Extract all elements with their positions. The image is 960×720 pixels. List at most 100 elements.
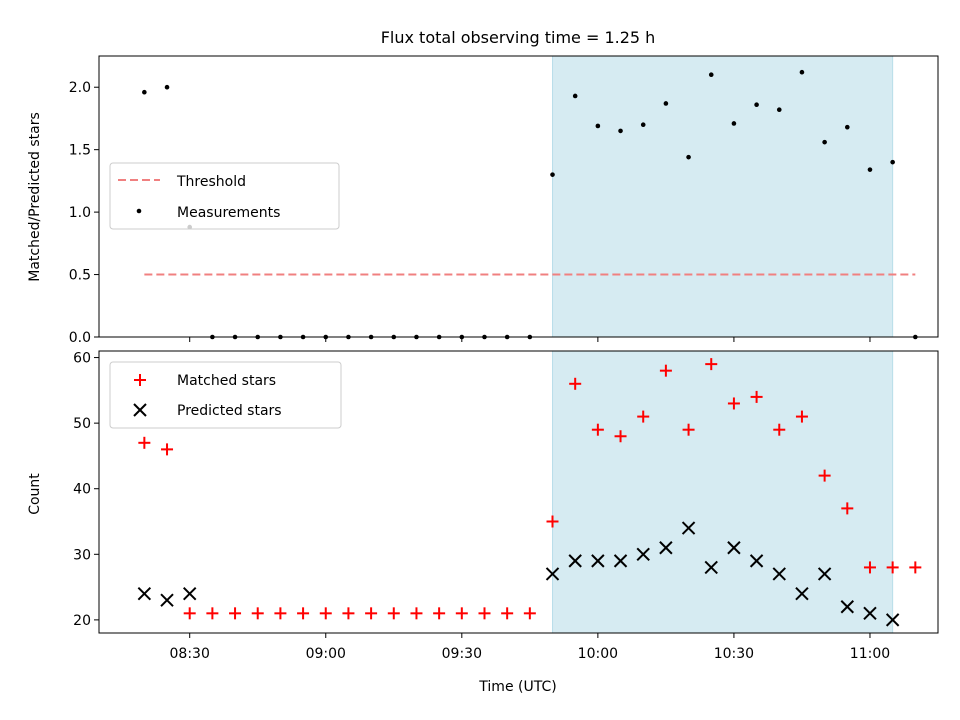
matched-point <box>319 607 332 620</box>
matched-point <box>433 607 446 620</box>
top-panel: 0.00.51.01.52.0 Matched/Predicted stars … <box>27 55 939 346</box>
matched-point <box>705 358 718 371</box>
matched-point <box>342 607 355 620</box>
matched-point <box>206 607 219 620</box>
measurement-point <box>595 123 601 129</box>
bottom-y-tick-label: 30 <box>73 547 91 563</box>
bottom-legend: Matched stars Predicted stars <box>109 361 342 429</box>
x-tick-label: 11:00 <box>850 646 890 662</box>
matched-point <box>229 607 242 620</box>
matched-points <box>138 358 922 620</box>
matched-point <box>591 423 604 436</box>
measurement-point <box>867 167 873 172</box>
bottom-y-tick-label: 40 <box>73 482 91 498</box>
predicted-legend-swatch <box>133 403 147 417</box>
measurement-point <box>731 121 737 126</box>
bottom-x-axis: 08:30 09:00 09:30 10:00 10:30 11:00 <box>170 633 890 662</box>
predicted-point <box>749 554 764 568</box>
predicted-point <box>160 593 174 607</box>
matched-point <box>161 443 174 456</box>
measurement-point <box>550 172 555 177</box>
matched-point <box>841 502 854 515</box>
predicted-point <box>840 600 855 614</box>
matched-point <box>251 607 264 620</box>
matched-point <box>659 364 672 377</box>
measurement-point <box>164 84 170 90</box>
matched-legend-swatch <box>134 374 146 386</box>
predicted-point <box>885 613 900 627</box>
measurement-point <box>572 93 578 99</box>
predicted-point <box>636 547 650 562</box>
matched-point <box>501 607 514 620</box>
matched-point <box>546 515 559 528</box>
bottom-legend-box <box>109 361 342 429</box>
bottom-y-tick-label: 50 <box>73 416 91 432</box>
measurement-point <box>776 107 782 113</box>
top-y-axis-label: Matched/Predicted stars <box>27 112 43 282</box>
x-tick-label: 08:30 <box>170 646 210 662</box>
bottom-highlight-span <box>552 350 894 634</box>
matched-point <box>569 377 582 390</box>
matched-point <box>455 607 468 620</box>
predicted-point <box>817 567 832 581</box>
chart-title: Flux total observing time = 1.25 h <box>381 28 656 47</box>
predicted-point <box>704 560 718 575</box>
threshold-legend-label: Threshold <box>176 174 246 190</box>
top-y-tick-label: 1.0 <box>69 205 91 221</box>
x-tick-label: 09:30 <box>442 646 482 662</box>
matched-point <box>818 469 831 482</box>
measurement-point <box>663 101 669 106</box>
predicted-point <box>591 554 605 568</box>
bottom-y-tick-label: 60 <box>73 351 91 367</box>
matched-point <box>773 423 786 436</box>
top-highlight-span <box>552 55 894 338</box>
top-y-tick-label: 0.0 <box>69 330 91 346</box>
measurement-point <box>618 128 623 134</box>
matched-point <box>795 410 808 423</box>
matched-point <box>183 607 196 620</box>
x-tick-label: 10:00 <box>578 646 618 662</box>
predicted-point <box>795 586 809 601</box>
matched-point <box>682 423 695 436</box>
top-legend-box <box>109 162 340 230</box>
top-y-tick-label: 2.0 <box>69 80 91 96</box>
top-y-tick-label: 1.5 <box>69 143 91 159</box>
matched-point <box>410 607 423 620</box>
matched-point <box>614 430 627 443</box>
top-y-tick-label: 0.5 <box>69 268 91 284</box>
measurement-point <box>822 139 827 145</box>
top-legend: Threshold Measurements <box>109 162 340 230</box>
measurement-point <box>890 159 895 165</box>
predicted-point <box>545 567 560 581</box>
bottom-y-axis: 20 30 40 50 60 <box>73 351 99 629</box>
x-tick-label: 09:00 <box>306 646 346 662</box>
bottom-y-tick-label: 20 <box>73 613 91 629</box>
predicted-points <box>137 521 900 627</box>
matched-point <box>297 607 310 620</box>
bottom-panel: 20 30 40 50 60 08:30 09:00 09:30 10:00 10:30 11:0… <box>27 350 939 695</box>
bottom-y-axis-label: Count <box>27 473 43 515</box>
measurement-legend-label: Measurements <box>177 205 280 221</box>
matched-point <box>886 561 899 574</box>
predicted-point <box>681 521 696 535</box>
measurement-point <box>754 102 759 108</box>
x-axis-label: Time (UTC) <box>478 679 556 695</box>
predicted-point <box>568 554 582 568</box>
measurement-point <box>142 89 147 95</box>
predicted-point <box>613 554 628 568</box>
predicted-point <box>727 541 741 555</box>
matched-legend-label: Matched stars <box>177 373 276 389</box>
measurement-point <box>799 69 805 75</box>
predicted-point <box>863 606 877 621</box>
measurement-point <box>686 154 691 160</box>
matched-point <box>365 607 378 620</box>
matched-point <box>863 561 876 574</box>
predicted-point <box>182 586 197 601</box>
matched-point <box>274 607 287 620</box>
measurement-point <box>640 122 646 127</box>
predicted-point <box>772 567 786 581</box>
matched-point <box>637 410 650 423</box>
predicted-point <box>137 586 152 601</box>
matched-point <box>909 561 922 574</box>
